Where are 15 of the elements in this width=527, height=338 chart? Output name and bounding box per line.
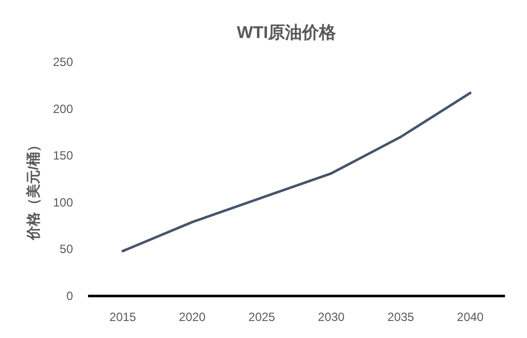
y-tick-label: 200 xyxy=(52,102,74,116)
y-axis-title: 价格（美元/桶） xyxy=(25,138,41,241)
y-tick-label: 150 xyxy=(52,148,74,163)
y-tick-label: 250 xyxy=(52,55,74,69)
x-tick-label: 2020 xyxy=(178,310,206,324)
y-tick-label: 100 xyxy=(52,195,74,210)
x-tick-label: 2040 xyxy=(456,310,484,324)
x-tick-label: 2025 xyxy=(248,310,276,324)
line-series xyxy=(122,92,472,252)
chart-title: WTI原油价格 xyxy=(236,23,338,42)
y-tick-label: 0 xyxy=(66,289,74,303)
x-tick-label: 2015 xyxy=(109,310,136,324)
x-tick-label: 2035 xyxy=(387,310,414,324)
x-tick-label: 2030 xyxy=(318,310,345,324)
y-tick-label: 50 xyxy=(60,242,74,256)
